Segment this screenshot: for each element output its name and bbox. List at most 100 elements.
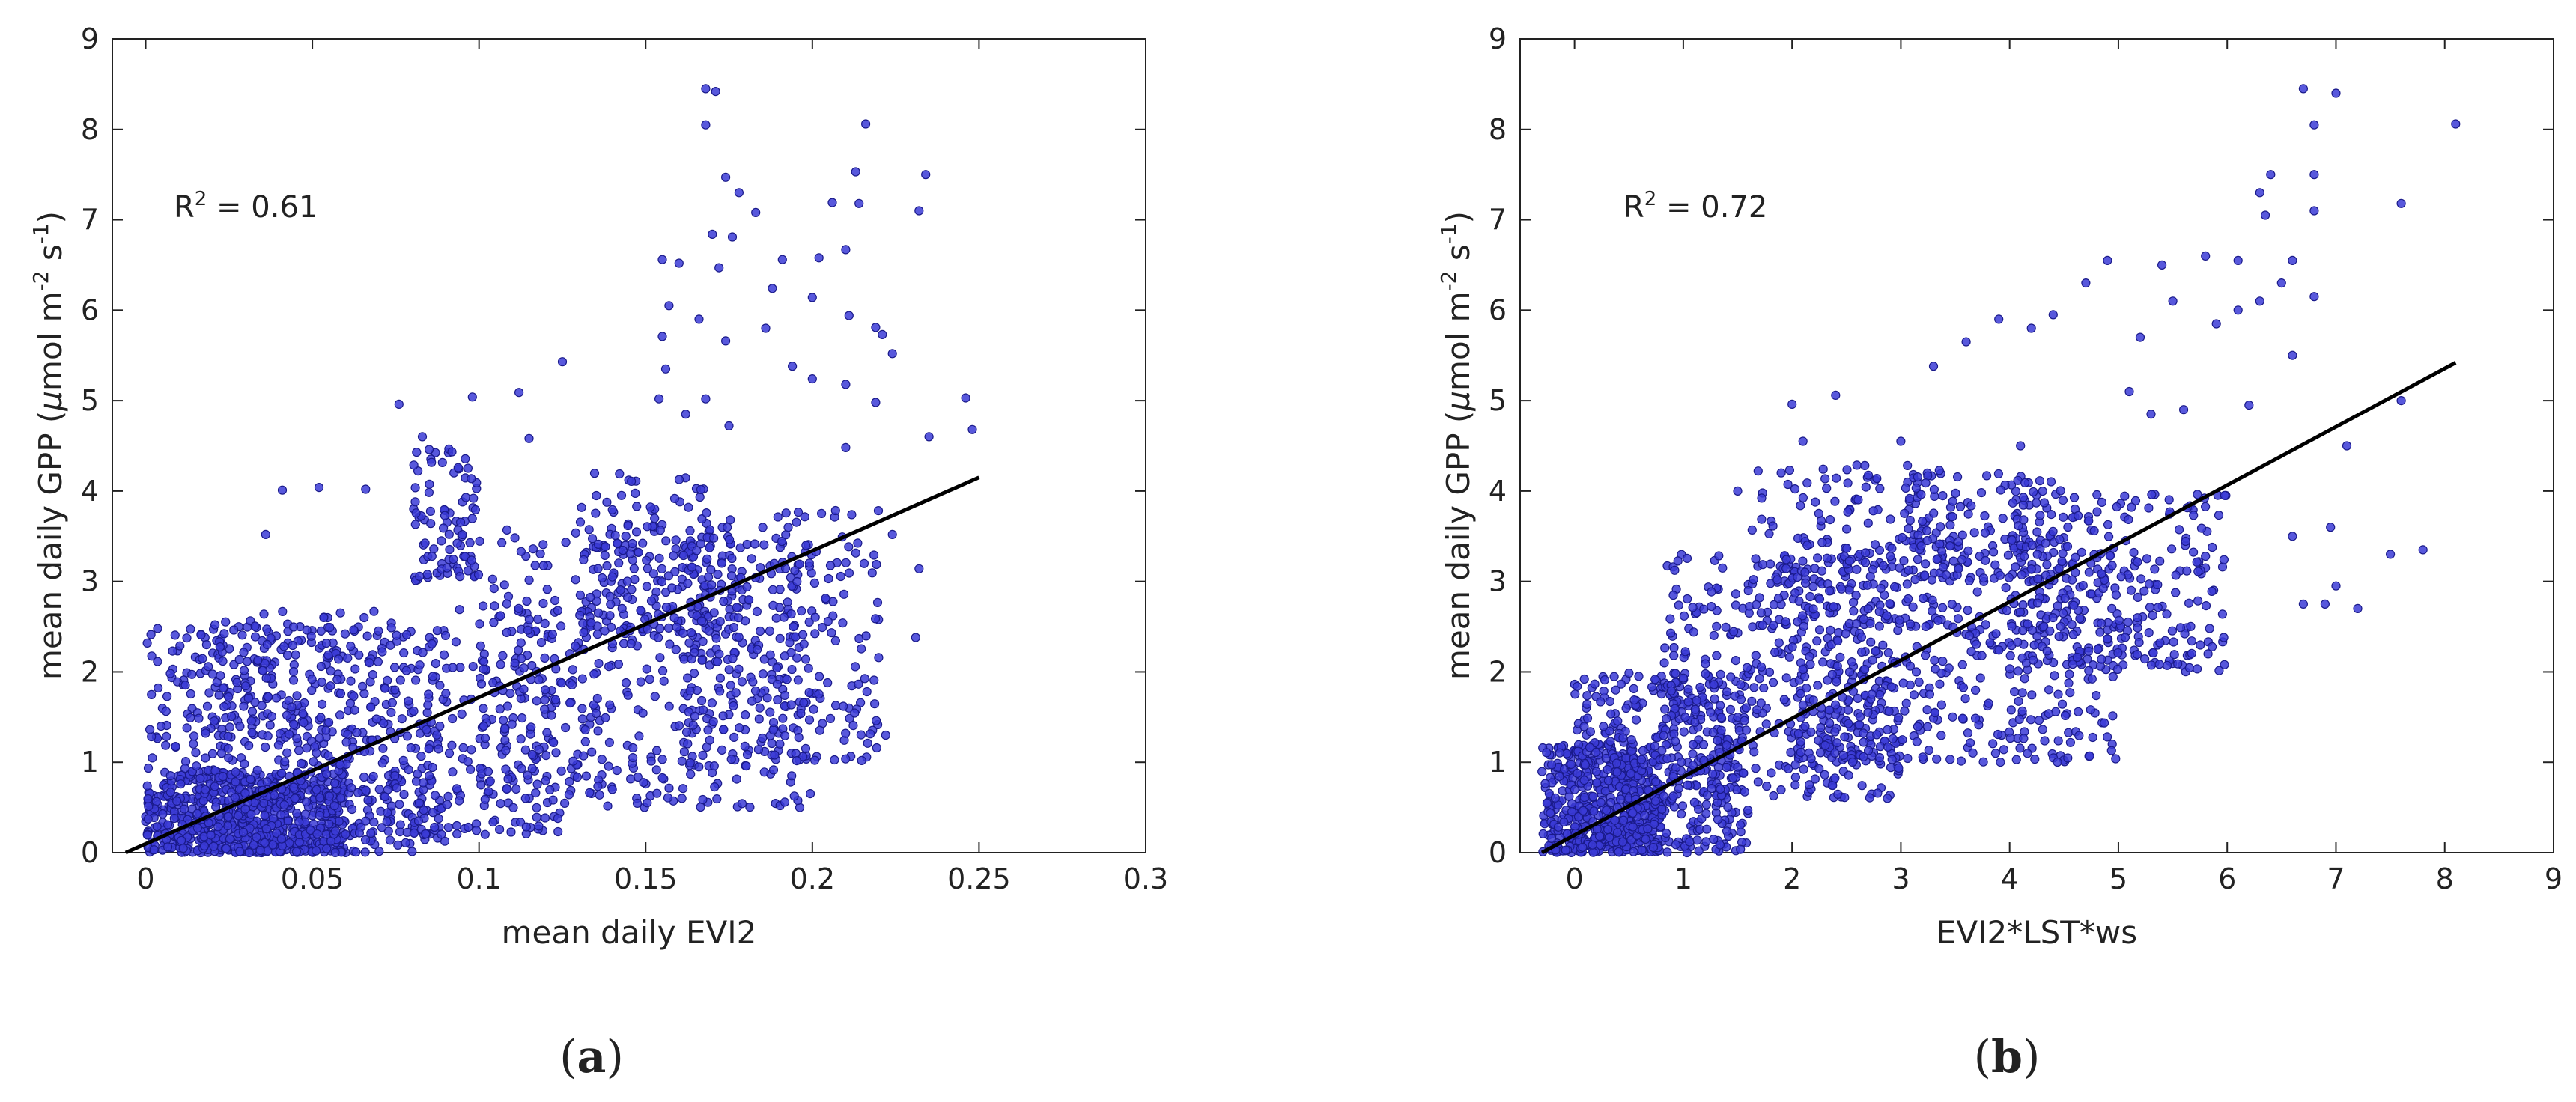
data-point [2018,493,2029,502]
data-point [2045,626,2055,636]
data-point [687,562,697,572]
data-point [878,329,887,339]
data-point [1677,757,1686,767]
data-point [2092,507,2102,517]
data-point [671,645,681,654]
x-tick-label: 5 [2109,862,2127,895]
data-point [294,817,304,827]
data-point [452,829,462,839]
data-point [807,374,817,384]
data-point [781,530,791,540]
data-point [524,433,534,443]
data-point [1903,460,1913,471]
data-point [1559,817,1569,827]
data-point [1707,587,1716,597]
data-point [629,564,639,573]
data-point [1883,742,1893,752]
data-point [421,829,431,839]
data-point [2146,660,2157,670]
data-point [804,663,813,673]
data-point [424,487,434,497]
data-point [1890,582,1900,592]
data-point [524,575,534,585]
data-point [1816,722,1826,733]
data-point [288,675,299,685]
data-point [498,651,508,660]
data-point [1762,781,1772,791]
data-point [361,785,371,795]
data-point [1840,732,1850,742]
data-point [807,293,817,302]
data-point [850,708,860,718]
data-point [223,743,233,753]
data-point [1901,483,1910,493]
data-point [961,393,970,403]
data-point [1972,587,1982,597]
data-point [705,735,714,745]
data-point [524,615,535,624]
data-point [1701,659,1710,669]
data-point [753,745,764,755]
data-point [2035,476,2045,486]
data-point [2107,561,2117,570]
data-point [553,826,563,837]
data-point [409,828,419,838]
data-point [386,801,397,811]
data-point [2103,732,2112,742]
data-point [386,623,396,633]
data-point [1668,590,1678,600]
data-point [2063,753,2073,763]
data-point [2103,634,2112,644]
data-point [1768,678,1778,687]
data-point [401,838,410,848]
data-point [1553,822,1564,832]
data-point [500,735,510,746]
data-point [258,666,267,675]
data-point [2027,540,2037,550]
panel-b-y-axis-label: mean daily GPP (μmol m-2 s-1) [1436,211,1477,680]
data-point [2005,664,2014,674]
data-point [1573,681,1582,691]
data-point [881,730,890,740]
data-point [1550,793,1560,803]
data-point [761,323,771,333]
data-point [1945,541,1955,551]
data-point [1673,556,1683,566]
data-point [2085,751,2094,761]
data-point [149,845,159,855]
data-point [2193,490,2202,499]
data-point [201,785,210,794]
data-point [2167,626,2177,636]
data-point [443,823,453,832]
data-point [1666,686,1676,695]
data-point [331,826,341,836]
data-point [143,814,153,824]
data-point [602,497,612,507]
data-point [341,829,350,839]
data-point [1876,583,1886,594]
data-point [1573,768,1582,779]
data-point [2107,603,2117,614]
data-point [622,576,632,586]
data-point [480,829,490,839]
data-point [2326,523,2336,532]
data-point [2005,733,2015,743]
data-point [1868,655,1877,665]
data-point [847,510,857,520]
data-point [698,705,708,715]
data-point [1725,704,1735,715]
data-point [325,622,335,633]
data-point [800,512,809,522]
panel-a-plot-frame [112,38,1146,853]
data-point [435,681,445,690]
data-point [1902,579,1912,589]
data-point [747,554,756,564]
data-point [734,664,744,674]
data-point [1688,761,1698,770]
data-point [461,454,470,464]
data-point [1611,758,1622,768]
data-point [841,442,851,453]
data-point [1865,793,1874,803]
data-point [201,728,210,738]
